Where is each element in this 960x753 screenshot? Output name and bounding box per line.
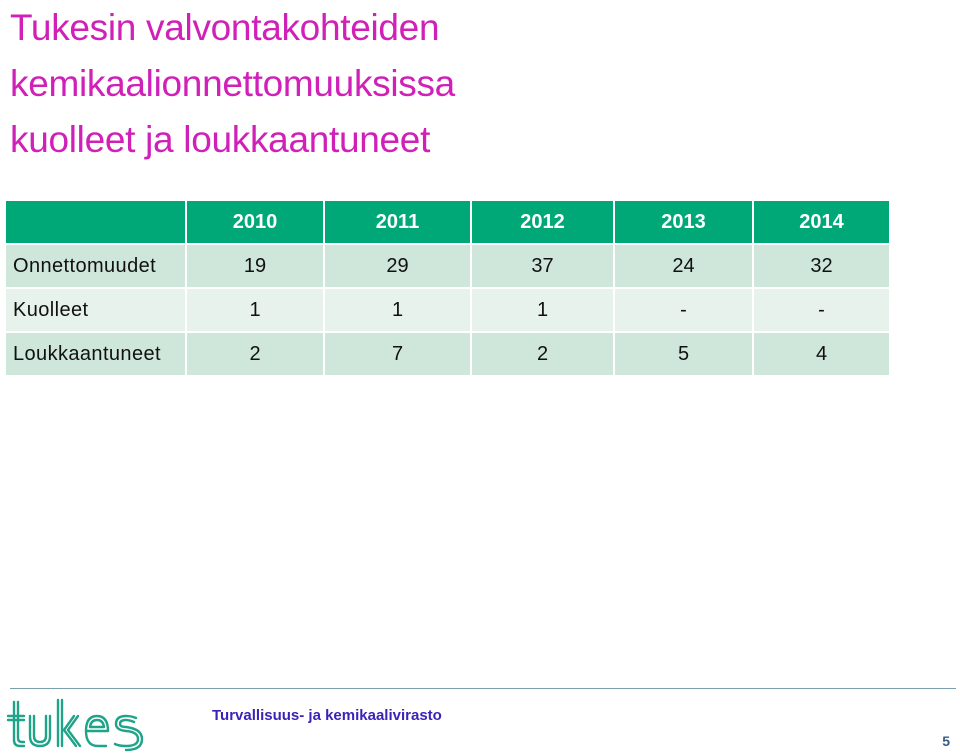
tukes-logo (6, 698, 144, 752)
agency-name: Turvallisuus- ja kemikaalivirasto (212, 707, 442, 724)
header-year-2011: 2011 (325, 201, 470, 243)
row-label: Kuolleet (6, 289, 185, 331)
accident-table: 2010 2011 2012 2013 2014 Onnettomuudet 1… (4, 199, 891, 377)
table-cell: 2 (187, 333, 323, 375)
header-year-2012: 2012 (472, 201, 613, 243)
header-corner-cell (6, 201, 185, 243)
table-cell: 32 (754, 245, 889, 287)
table-cell: 2 (472, 333, 613, 375)
table-cell: 37 (472, 245, 613, 287)
title-line-3: kuolleet ja loukkaantuneet (10, 119, 431, 160)
header-year-2013: 2013 (615, 201, 752, 243)
table-cell: 24 (615, 245, 752, 287)
table-cell: 19 (187, 245, 323, 287)
row-label: Loukkaantuneet (6, 333, 185, 375)
row-label: Onnettomuudet (6, 245, 185, 287)
title-line-2: kemikaalionnettomuuksissa (10, 63, 455, 104)
table-cell: 1 (187, 289, 323, 331)
table-row-loukkaantuneet: Loukkaantuneet 2 7 2 5 4 (6, 333, 889, 375)
table-cell: 4 (754, 333, 889, 375)
footer-divider (10, 688, 956, 689)
header-year-2010: 2010 (187, 201, 323, 243)
table-cell: 5 (615, 333, 752, 375)
table-cell: - (615, 289, 752, 331)
table-cell: - (754, 289, 889, 331)
table-cell: 1 (325, 289, 470, 331)
table-cell: 29 (325, 245, 470, 287)
table-cell: 1 (472, 289, 613, 331)
header-year-2014: 2014 (754, 201, 889, 243)
table-row-kuolleet: Kuolleet 1 1 1 - - (6, 289, 889, 331)
table-row-onnettomuudet: Onnettomuudet 19 29 37 24 32 (6, 245, 889, 287)
title-line-1: Tukesin valvontakohteiden (10, 7, 440, 48)
slide-title: Tukesin valvontakohteiden kemikaalionnet… (10, 0, 455, 168)
header-row: 2010 2011 2012 2013 2014 (6, 201, 889, 243)
page-number: 5 (942, 733, 950, 749)
table-cell: 7 (325, 333, 470, 375)
